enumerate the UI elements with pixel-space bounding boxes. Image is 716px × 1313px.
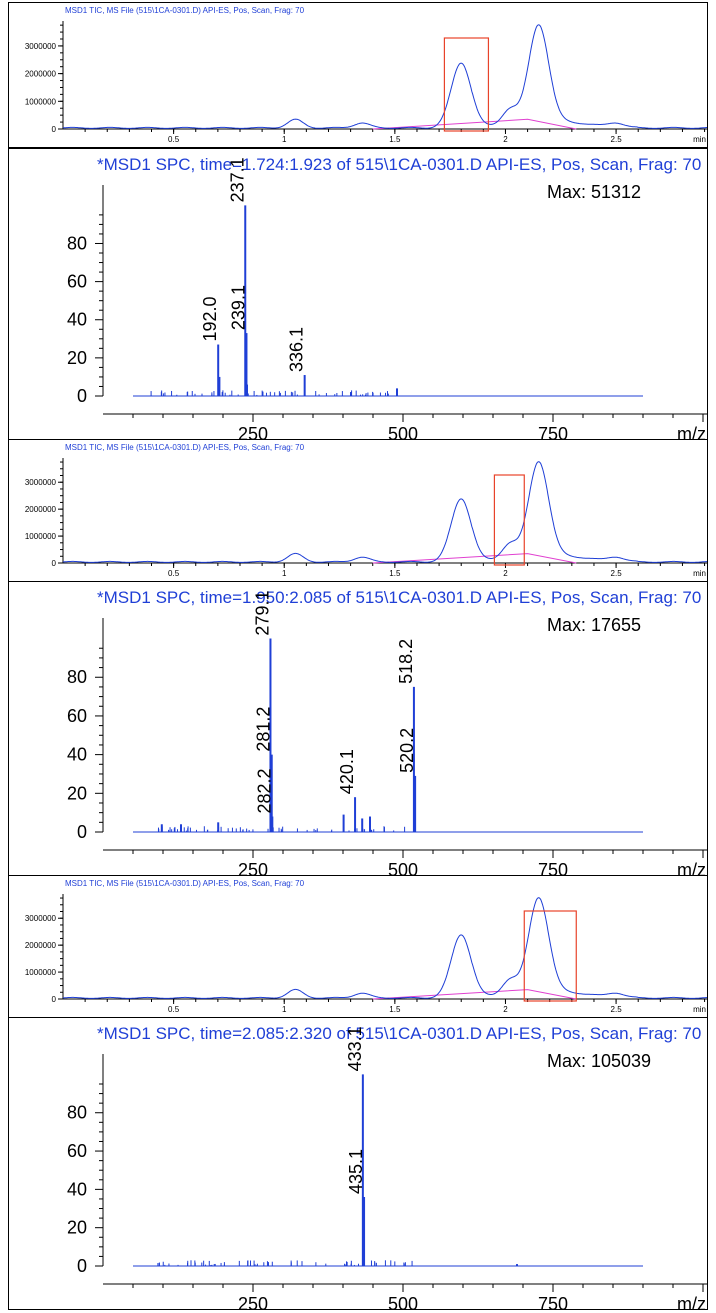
spectrum-title: *MSD1 SPC, time=1.950:2.085 of 515\1CA-0…	[97, 588, 701, 607]
y-tick-label: 0	[52, 125, 57, 134]
x-tick-label: 2	[503, 569, 508, 578]
x-tick-label: 2.5	[611, 569, 623, 578]
spectrum-chart-1: *MSD1 SPC, time=1.724:1.923 of 515\1CA-0…	[67, 155, 707, 440]
selected-time-range	[523, 910, 577, 1002]
tic-title: MSD1 TIC, MS File (515\1CA-0301.D) API-E…	[65, 879, 305, 888]
peak-label: 435.1	[346, 1149, 366, 1194]
y-tick-label: 20	[67, 348, 87, 368]
y-tick-label: 0	[52, 559, 57, 568]
tic-chart-1: MSD1 TIC, MS File (515\1CA-0301.D) API-E…	[25, 6, 707, 144]
integration-baseline	[372, 553, 577, 564]
peak-label: 282.2	[254, 768, 274, 813]
y-tick-label: 60	[67, 706, 87, 726]
y-tick-label: 1000000	[25, 532, 57, 541]
peak-label: 520.2	[397, 728, 417, 773]
y-tick-label: 20	[67, 1218, 87, 1238]
x-tick-label: 500	[388, 1294, 418, 1310]
x-tick-label: 0.5	[168, 1005, 180, 1014]
tic-title: MSD1 TIC, MS File (515\1CA-0301.D) API-E…	[65, 6, 305, 15]
x-tick-label: 250	[238, 1294, 268, 1310]
x-tick-label: 1	[282, 569, 287, 578]
tic-trace	[62, 24, 707, 129]
x-unit-label: m/z	[677, 1294, 706, 1310]
x-tick-label: 750	[538, 860, 568, 876]
y-tick-label: 60	[67, 1141, 87, 1161]
y-tick-label: 3000000	[25, 478, 57, 487]
x-unit-label: m/z	[677, 424, 706, 440]
x-tick-label: 750	[538, 424, 568, 440]
peak-label: 336.1	[287, 327, 307, 372]
peak-label: 237.1	[227, 157, 247, 202]
x-tick-label: 250	[238, 424, 268, 440]
y-tick-label: 80	[67, 1103, 87, 1123]
peak-label: 518.2	[396, 639, 416, 684]
x-tick-label: 2.5	[611, 135, 623, 144]
x-tick-label: 2	[503, 1005, 508, 1014]
y-tick-label: 0	[77, 1256, 87, 1276]
x-tick-label: 1	[282, 1005, 287, 1014]
x-unit-label: m/z	[677, 860, 706, 876]
y-tick-label: 20	[67, 783, 87, 803]
spectrum-panel-1: *MSD1 SPC, time=1.724:1.923 of 515\1CA-0…	[8, 148, 708, 440]
x-unit-label: min	[693, 135, 706, 144]
y-tick-label: 1000000	[25, 97, 57, 106]
y-tick-label: 2000000	[25, 505, 57, 514]
y-tick-label: 80	[67, 233, 87, 253]
x-tick-label: 1.5	[389, 569, 401, 578]
y-tick-label: 40	[67, 1179, 87, 1199]
peak-label: 433.1	[345, 1026, 365, 1071]
x-tick-label: 500	[388, 860, 418, 876]
max-intensity-label: Max: 17655	[547, 615, 641, 635]
y-tick-label: 3000000	[25, 42, 57, 51]
x-tick-label: 2	[503, 135, 508, 144]
spectrum-chart-3: *MSD1 SPC, time=2.085:2.320 of 515\1CA-0…	[67, 1024, 707, 1310]
tic-panel-1: MSD1 TIC, MS File (515\1CA-0301.D) API-E…	[8, 2, 708, 148]
x-tick-label: 750	[538, 1294, 568, 1310]
spectrum-chart-2: *MSD1 SPC, time=1.950:2.085 of 515\1CA-0…	[67, 588, 707, 876]
spectrum-title: *MSD1 SPC, time=2.085:2.320 of 515\1CA-0…	[97, 1024, 701, 1043]
x-unit-label: min	[693, 569, 706, 578]
y-tick-label: 2000000	[25, 70, 57, 79]
y-tick-label: 0	[77, 822, 87, 842]
x-tick-label: 0.5	[168, 569, 180, 578]
x-tick-label: 250	[238, 860, 268, 876]
peak-label: 420.1	[337, 749, 357, 794]
y-tick-label: 80	[67, 667, 87, 687]
x-tick-label: 1.5	[389, 1005, 401, 1014]
x-unit-label: min	[693, 1005, 706, 1014]
max-intensity-label: Max: 105039	[547, 1051, 651, 1071]
x-tick-label: 0.5	[168, 135, 180, 144]
x-tick-label: 1.5	[389, 135, 401, 144]
integration-baseline	[372, 989, 577, 1000]
max-intensity-label: Max: 51312	[547, 182, 641, 202]
selected-time-range	[493, 474, 525, 566]
x-tick-label: 2.5	[611, 1005, 623, 1014]
tic-trace	[63, 897, 707, 999]
y-tick-label: 1000000	[25, 968, 57, 977]
tic-trace	[63, 461, 707, 563]
tic-title: MSD1 TIC, MS File (515\1CA-0301.D) API-E…	[65, 443, 305, 452]
x-tick-label: 1	[282, 135, 287, 144]
peak-label: 239.1	[228, 285, 248, 330]
y-tick-label: 2000000	[25, 941, 57, 950]
selected-time-range	[443, 37, 490, 132]
y-tick-label: 40	[67, 310, 87, 330]
spectrum-panel-2: *MSD1 SPC, time=1.950:2.085 of 515\1CA-0…	[8, 581, 708, 876]
tic-panel-2: MSD1 TIC, MS File (515\1CA-0301.D) API-E…	[8, 439, 708, 582]
x-tick-label: 500	[388, 424, 418, 440]
peak-label: 192.0	[200, 296, 220, 341]
tic-chart-2: MSD1 TIC, MS File (515\1CA-0301.D) API-E…	[25, 443, 707, 578]
integration-baseline	[372, 118, 577, 130]
y-tick-label: 0	[52, 995, 57, 1004]
y-tick-label: 3000000	[25, 914, 57, 923]
spectrum-title: *MSD1 SPC, time=1.724:1.923 of 515\1CA-0…	[97, 155, 701, 174]
peak-label: 281.2	[254, 707, 274, 752]
y-tick-label: 40	[67, 745, 87, 765]
tic-panel-3: MSD1 TIC, MS File (515\1CA-0301.D) API-E…	[8, 875, 708, 1018]
y-tick-label: 60	[67, 272, 87, 292]
tic-chart-3: MSD1 TIC, MS File (515\1CA-0301.D) API-E…	[25, 879, 707, 1014]
spectrum-panel-3: *MSD1 SPC, time=2.085:2.320 of 515\1CA-0…	[8, 1017, 708, 1310]
peak-label: 279.1	[252, 591, 272, 636]
y-tick-label: 0	[77, 386, 87, 406]
